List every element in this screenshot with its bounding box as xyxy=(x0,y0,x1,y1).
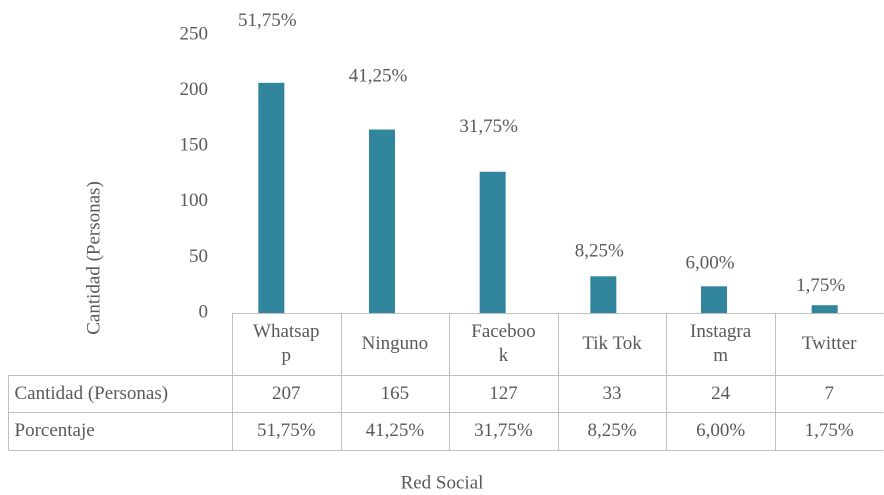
x-tick-label-text: Instagram xyxy=(690,321,752,366)
table-value-text: 8,25% xyxy=(587,420,637,441)
table-value: 165 xyxy=(341,375,450,412)
table-value-text: 51,75% xyxy=(257,420,316,441)
table-value: 41,25% xyxy=(341,412,450,450)
y-tick-label: 250 xyxy=(180,23,209,44)
table-value: 51,75% xyxy=(232,412,341,450)
y-axis-title: Cantidad (Personas) xyxy=(83,181,104,335)
table-value: 33 xyxy=(558,375,667,412)
x-tick-label-text: Tik Tok xyxy=(582,333,642,354)
y-tick-label: 50 xyxy=(189,246,208,267)
x-tick-label: Facebook xyxy=(449,313,558,375)
data-label: 6,00% xyxy=(685,253,734,274)
bar xyxy=(811,305,838,313)
y-tick-label: 150 xyxy=(180,135,209,156)
y-tick-label: 0 xyxy=(199,301,209,322)
table-value-text: 41,25% xyxy=(365,420,425,441)
table-value: 6,00% xyxy=(666,412,775,450)
table-value-text: 165 xyxy=(380,382,410,404)
bar xyxy=(590,276,617,313)
bar xyxy=(258,82,285,313)
data-label: 51,75% xyxy=(238,10,297,31)
y-tick-label: 100 xyxy=(180,190,209,211)
x-tick-label: Ninguno xyxy=(341,313,450,375)
table-value: 7 xyxy=(775,375,884,412)
row-header-text: Cantidad (Personas) xyxy=(14,382,169,404)
table-value: 8,25% xyxy=(558,412,667,450)
x-tick-label: Whatsapp xyxy=(232,313,341,375)
table-value: 207 xyxy=(232,375,341,412)
x-tick-label: Tik Tok xyxy=(558,313,667,375)
x-tick-label-text: Whatsapp xyxy=(253,321,320,366)
data-label: 1,75% xyxy=(796,275,845,296)
row-header: Porcentaje xyxy=(9,412,233,450)
x-tick-label-text: Ninguno xyxy=(361,333,429,354)
x-tick-label-text: Facebook xyxy=(471,321,536,366)
table-value-text: 6,00% xyxy=(696,420,746,441)
x-tick-label-text: Twitter xyxy=(801,333,857,354)
bar xyxy=(369,129,395,313)
table-value-text: 7 xyxy=(824,382,834,404)
table-value-text: 127 xyxy=(489,382,518,404)
x-tick-label: Instagram xyxy=(666,313,775,375)
table-value: 24 xyxy=(666,375,775,412)
table-value-text: 207 xyxy=(272,382,301,404)
table-value: 127 xyxy=(449,375,558,412)
y-tick-label: 200 xyxy=(180,79,209,100)
table-value: 31,75% xyxy=(449,412,558,450)
table-value-text: 24 xyxy=(711,382,731,404)
data-label: 8,25% xyxy=(575,241,624,262)
bar xyxy=(701,286,727,313)
x-tick-label: Twitter xyxy=(775,313,884,375)
table-value-text: 31,75% xyxy=(474,420,533,441)
table-value-text: 33 xyxy=(602,382,622,404)
data-label: 41,25% xyxy=(349,66,408,87)
row-header-text: Porcentaje xyxy=(14,420,95,441)
bar xyxy=(479,171,506,313)
data-label: 31,75% xyxy=(459,116,518,137)
table-value-text: 1,75% xyxy=(804,420,854,441)
table-value: 1,75% xyxy=(775,412,884,450)
row-header: Cantidad (Personas) xyxy=(9,375,233,412)
x-axis-title: Red Social xyxy=(401,472,484,493)
